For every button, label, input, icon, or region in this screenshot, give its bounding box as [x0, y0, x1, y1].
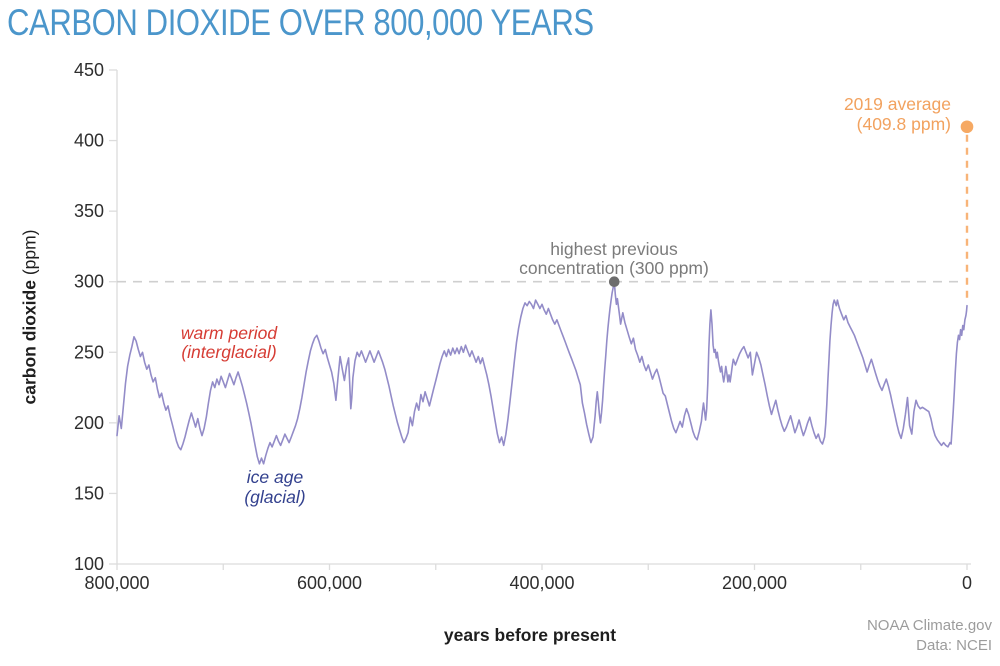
x-tick-label: 400,000: [509, 573, 574, 593]
annotation-highest-line2: concentration (300 ppm): [519, 258, 709, 278]
y-axis-title-main: carbon dioxide: [19, 280, 40, 405]
co2-series-line: [116, 280, 968, 465]
x-tick-label: 800,000: [84, 573, 149, 593]
y-axis-title: carbon dioxide (ppm): [20, 229, 41, 404]
annotation-highest-line1: highest previous: [550, 239, 678, 259]
x-tick-label: 600,000: [297, 573, 362, 593]
x-tick-label: 0: [962, 573, 972, 593]
annotation-2019-average: 2019 average (409.8 ppm): [844, 94, 951, 134]
y-tick-label: 250: [74, 342, 104, 362]
annotation-2019-line2: (409.8 ppm): [856, 114, 951, 134]
y-tick-label: 100: [74, 554, 104, 574]
y-tick-label: 200: [74, 413, 104, 433]
annotation-highest-previous: highest previous concentration (300 ppm): [519, 240, 709, 278]
y-tick-label: 400: [74, 131, 104, 151]
y-axis-title-unit: (ppm): [19, 229, 40, 281]
highest-previous-dot: [608, 276, 620, 288]
page-title: CARBON DIOXIDE OVER 800,000 YEARS: [7, 2, 594, 43]
source-credit: NOAA Climate.gov Data: NCEI: [867, 616, 992, 656]
y-tick-label: 350: [74, 201, 104, 221]
source-credit-line1: NOAA Climate.gov: [866, 617, 992, 634]
y-tick-label: 450: [74, 60, 104, 80]
2019-average-dot: [960, 120, 974, 134]
annotation-ice-line2: (glacial): [244, 487, 306, 507]
y-tick-label: 300: [74, 272, 104, 292]
x-tick-label: 200,000: [722, 573, 787, 593]
annotation-2019-line1: 2019 average: [843, 94, 951, 114]
annotation-ice-age: ice age (glacial): [244, 467, 305, 507]
x-axis-title: years before present: [443, 625, 617, 645]
annotation-warm-period: warm period (interglacial): [181, 324, 277, 362]
annotation-warm-line2: (interglacial): [181, 342, 277, 362]
source-credit-line2: Data: NCEI: [916, 637, 992, 654]
annotation-ice-line1: ice age: [246, 467, 304, 487]
annotation-warm-line1: warm period: [180, 323, 278, 343]
y-tick-label: 150: [74, 483, 104, 503]
